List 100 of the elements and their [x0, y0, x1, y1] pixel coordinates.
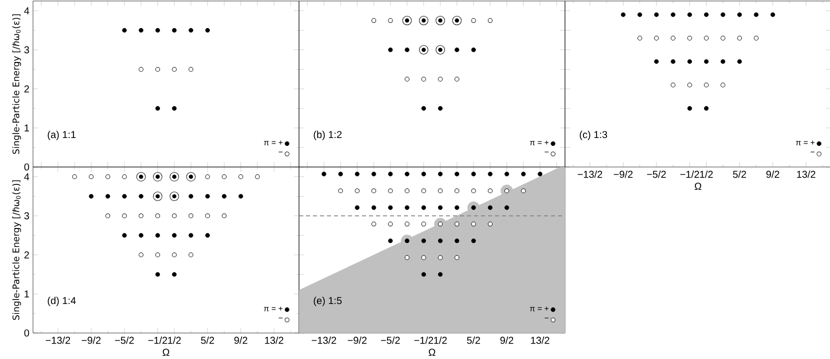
point: [454, 205, 460, 210]
x-tick-label: 9/2: [766, 170, 780, 178]
point: [404, 188, 410, 194]
point: [255, 174, 260, 180]
point: [388, 238, 393, 244]
point: [720, 36, 726, 40]
point: [438, 106, 443, 111]
y-tick-label: 2: [24, 85, 29, 92]
text: (e) 1:5: [314, 296, 342, 306]
x-tick-label: −13/2: [578, 170, 602, 178]
point: [421, 76, 426, 82]
point: [421, 255, 426, 260]
point: [687, 82, 692, 88]
point: [354, 188, 360, 194]
point: [122, 174, 127, 180]
point: [754, 36, 759, 40]
point: [438, 188, 443, 194]
point: [388, 172, 393, 176]
y-tick-label: 0: [24, 329, 30, 337]
point: [454, 255, 460, 260]
point: [155, 252, 160, 258]
point: [438, 255, 443, 260]
point: [322, 172, 326, 176]
point: [687, 106, 692, 111]
point: [421, 106, 426, 111]
point: [172, 272, 177, 277]
point: [188, 194, 194, 199]
x-tick-label: −5/2: [115, 336, 134, 344]
point: [737, 59, 742, 64]
x-tick-label: 1/2: [434, 336, 447, 344]
point: [404, 255, 410, 260]
legend-label: π = +: [264, 306, 283, 312]
x-tick-label: 1/2: [700, 170, 713, 178]
point: [222, 174, 227, 180]
point: [105, 174, 110, 180]
point: [488, 222, 493, 226]
point: [670, 36, 676, 40]
point: [72, 174, 77, 180]
point: [155, 272, 160, 277]
point: [471, 188, 476, 194]
point: [471, 172, 476, 176]
point: [754, 12, 758, 17]
x-axis-title: Ω: [428, 348, 436, 356]
point: [372, 205, 376, 210]
point: [704, 82, 709, 88]
x-tick-label: 13/2: [265, 336, 284, 344]
point: [654, 59, 659, 64]
y-axis-title: Single-Particle Energy [/ℏω$_{0}$(ε)]: [12, 180, 22, 320]
x-tick-label: 5/2: [733, 170, 746, 178]
point: [720, 12, 726, 17]
point: [88, 194, 94, 199]
y-tick-label: 4: [24, 173, 30, 180]
point: [438, 272, 443, 277]
point: [205, 213, 210, 218]
point: [454, 222, 460, 226]
point: [471, 238, 476, 244]
y-tick-label: 1: [24, 290, 29, 298]
point: [638, 12, 642, 17]
point: [471, 48, 476, 52]
point: [155, 67, 160, 72]
point: [188, 213, 194, 218]
point: [419, 45, 428, 54]
point: [371, 188, 376, 194]
point: [488, 172, 492, 176]
x-tick-label: 9/2: [234, 336, 248, 344]
point: [205, 194, 210, 199]
point: [471, 222, 476, 226]
point: [338, 172, 343, 176]
point: [106, 194, 110, 199]
point: [421, 172, 426, 176]
point: [122, 233, 127, 238]
point: [188, 252, 194, 258]
point: [720, 82, 726, 88]
y-tick-label: 1: [24, 124, 29, 132]
point: [155, 106, 160, 111]
point: [136, 172, 146, 182]
point: [238, 174, 244, 180]
point: [488, 205, 492, 210]
x-axis-title: Ω: [162, 348, 170, 356]
point: [471, 18, 476, 23]
text: (b) 1:2: [314, 130, 342, 140]
x-axis-title: Ω: [694, 182, 702, 190]
x-tick-label: −1/2: [680, 170, 700, 178]
point: [404, 48, 410, 52]
point: [205, 174, 210, 180]
x-tick-label: 13/2: [797, 170, 816, 178]
point: [188, 28, 194, 33]
point: [654, 36, 659, 40]
x-tick-label: −9/2: [614, 170, 633, 178]
point: [388, 205, 393, 210]
point: [438, 172, 443, 176]
point: [421, 188, 426, 194]
point: [170, 192, 179, 201]
point: [704, 36, 709, 40]
x-tick-label: 9/2: [500, 336, 514, 344]
point: [454, 172, 460, 176]
y-axis-title: Single-Particle Energy [/ℏω$_{0}$(ε)]: [12, 14, 22, 154]
point: [153, 172, 162, 182]
point: [88, 174, 94, 180]
point: [704, 12, 709, 17]
